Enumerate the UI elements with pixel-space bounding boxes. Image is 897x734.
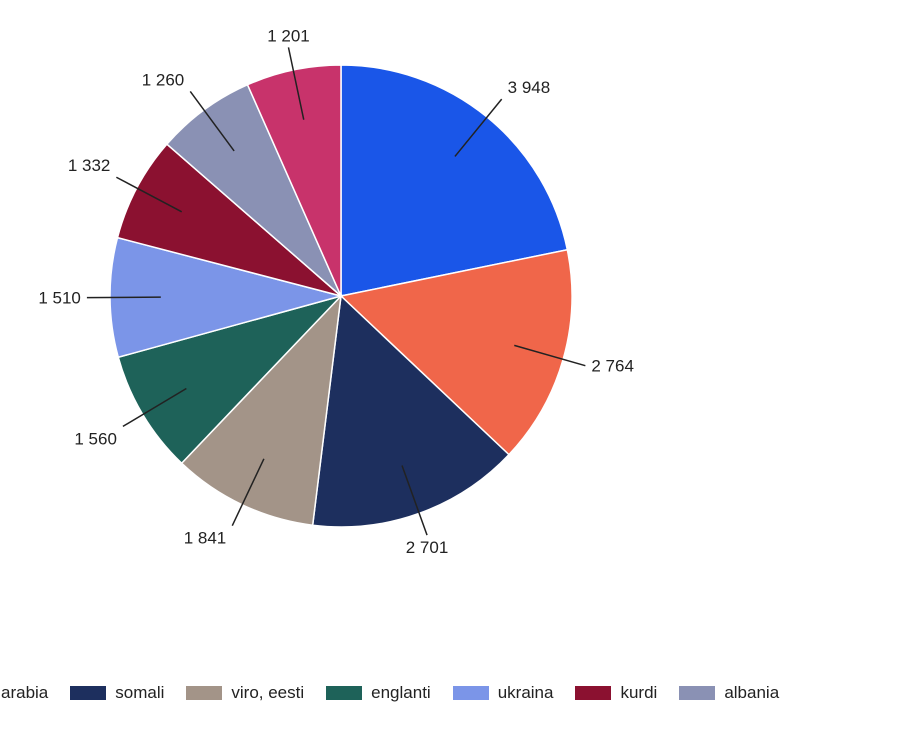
leader-line-viro-eesti [231, 458, 265, 526]
legend-label: kurdi [620, 683, 658, 702]
leader-line-persia [287, 47, 305, 120]
data-label-arabia: 3 948 [508, 78, 551, 97]
leader-line-kurdi [116, 176, 183, 213]
legend-swatch [186, 686, 223, 700]
legend-label: viro, eesti [231, 683, 305, 702]
leader-line-ven-j [514, 344, 586, 367]
legend-swatch [326, 686, 363, 700]
legend-item-arabia: arabia [0, 683, 48, 703]
data-label-ven-j: 2 764 [591, 357, 634, 376]
data-label-somali: 2 701 [406, 538, 449, 557]
legend-item-ukraina: ukraina [452, 683, 554, 703]
leader-line-somali [401, 465, 428, 536]
pie-chart: 3 948 2 764 2 701 1 841 1 560 1 510 1 332 1 260… [38, 26, 634, 557]
legend-swatch [452, 686, 489, 700]
data-label-englanti: 1 560 [74, 429, 117, 448]
legend-label: somali [115, 683, 165, 702]
legend-item-kurdi: kurdi [575, 683, 657, 703]
legend-label: englanti [371, 683, 431, 702]
legend-item-englanti: englanti [326, 683, 431, 703]
legend-swatch [575, 686, 612, 700]
data-label-persia: 1 201 [267, 26, 310, 45]
data-label-kurdi: 1 332 [68, 156, 111, 175]
leader-line-arabia [454, 98, 503, 157]
legend-label: ukraina [497, 683, 554, 702]
legend-item-viro-eesti: viro, eesti [186, 683, 304, 703]
chart-legend: arabia somali viro, eesti englanti ukraina ku… [0, 681, 897, 705]
data-label-viro-eesti: 1 841 [184, 529, 227, 548]
legend-label: arabia [1, 683, 49, 702]
data-label-albania: 1 260 [142, 70, 185, 89]
legend-item-somali: somali [70, 683, 164, 703]
legend-item-albania: albania [679, 683, 779, 703]
legend-label: albania [724, 683, 780, 702]
leader-line-albania [189, 90, 235, 152]
legend-swatch [679, 686, 716, 700]
legend-swatch [70, 686, 107, 700]
leader-line-englanti [122, 387, 187, 428]
data-label-ukraina: 1 510 [38, 289, 81, 308]
